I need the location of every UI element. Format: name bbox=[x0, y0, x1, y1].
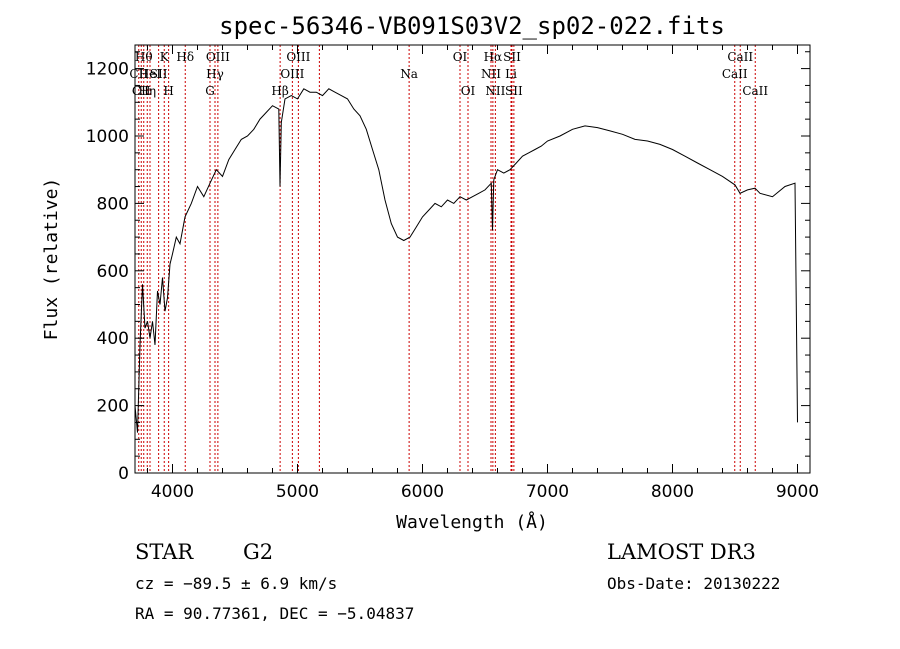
line-marker-label: CaII bbox=[742, 84, 768, 98]
line-marker-label: Hη bbox=[138, 84, 156, 98]
line-marker-label: Na bbox=[400, 67, 418, 81]
line-marker-label: Hβ bbox=[271, 84, 288, 98]
object-class: STAR bbox=[135, 540, 194, 564]
line-marker-label: H bbox=[163, 84, 173, 98]
y-tick-label: 600 bbox=[97, 262, 129, 282]
x-axis-label: Wavelength (Å) bbox=[396, 511, 548, 533]
y-axis-label: Flux (relative) bbox=[41, 178, 62, 341]
spectral-line-labels: CIICIIHθHηHeISIIKHHδGHγOIIIHβOIIIOIIINaO… bbox=[129, 50, 768, 98]
x-tick-label: 6000 bbox=[401, 482, 444, 502]
redshift-text: cz = −89.5 ± 6.9 km/s bbox=[135, 574, 337, 593]
line-marker-label: Hδ bbox=[176, 50, 194, 64]
line-marker-label: K bbox=[160, 50, 170, 64]
line-marker-label: HeI bbox=[139, 67, 162, 81]
line-marker-label: Hγ bbox=[206, 67, 224, 81]
x-tick-label: 4000 bbox=[151, 482, 194, 502]
line-marker-label: Hθ bbox=[135, 50, 153, 64]
spectrum-line bbox=[134, 88, 798, 433]
line-marker-label: SII bbox=[150, 67, 168, 81]
chart-title: spec-56346-VB091S03V2_sp02-022.fits bbox=[219, 12, 725, 40]
line-marker-label: OIII bbox=[286, 50, 310, 64]
y-axis-ticks: 0 200 400 600 800 1000 1200 bbox=[86, 51, 810, 484]
line-marker-label: Hα bbox=[484, 50, 503, 64]
plot-frame bbox=[134, 44, 811, 474]
line-marker-label: SII bbox=[505, 84, 523, 98]
line-marker-label: CII bbox=[129, 67, 148, 81]
line-marker-label: OI bbox=[461, 84, 476, 98]
line-marker-label: OI bbox=[453, 50, 468, 64]
line-marker-label: CII bbox=[132, 84, 151, 98]
line-marker-label: CaII bbox=[727, 50, 753, 64]
line-marker-label: OIII bbox=[280, 67, 304, 81]
y-tick-label: 0 bbox=[118, 464, 129, 484]
y-tick-label: 1200 bbox=[86, 60, 129, 80]
obs-date-text: Obs-Date: 20130222 bbox=[607, 574, 780, 593]
line-marker-label: NII bbox=[485, 84, 505, 98]
line-marker-label: NII bbox=[481, 67, 501, 81]
y-tick-label: 1000 bbox=[86, 127, 129, 147]
x-tick-label: 5000 bbox=[276, 482, 319, 502]
object-subclass: G2 bbox=[243, 540, 273, 564]
survey-name: LAMOST DR3 bbox=[607, 540, 756, 564]
line-marker-label: Li bbox=[505, 67, 517, 81]
coordinates-text: RA = 90.77361, DEC = −5.04837 bbox=[135, 604, 414, 623]
x-tick-label: 8000 bbox=[651, 482, 694, 502]
x-tick-label: 9000 bbox=[776, 482, 819, 502]
y-tick-label: 800 bbox=[97, 194, 129, 214]
x-axis-ticks: 4000 5000 6000 7000 8000 9000 bbox=[147, 45, 819, 502]
x-tick-label: 7000 bbox=[526, 482, 569, 502]
line-marker-label: CaII bbox=[722, 67, 748, 81]
line-marker-label: OIII bbox=[206, 50, 230, 64]
line-marker-label: SII bbox=[503, 50, 521, 64]
y-tick-label: 200 bbox=[97, 397, 129, 417]
line-marker-label: G bbox=[205, 84, 215, 98]
spectral-line-markers bbox=[138, 45, 756, 473]
y-tick-label: 400 bbox=[97, 329, 129, 349]
